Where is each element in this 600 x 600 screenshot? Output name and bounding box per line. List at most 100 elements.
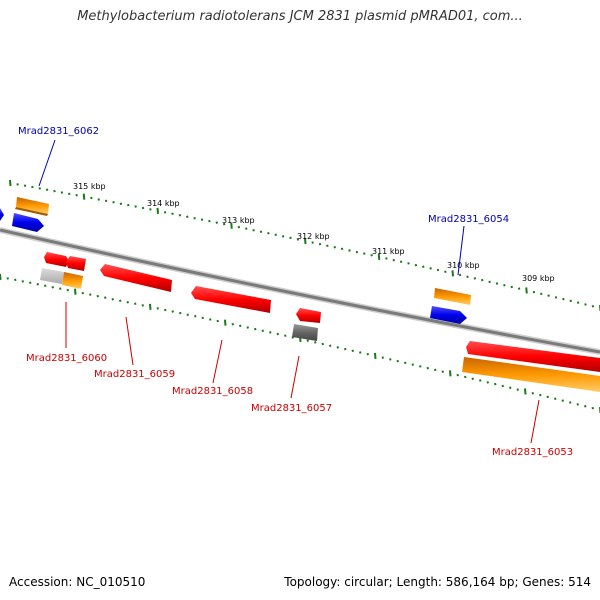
gene-blue-left-edge[interactable] bbox=[0, 208, 4, 221]
outer-tick bbox=[252, 228, 255, 232]
scale-label-315: 315 kbp bbox=[73, 182, 106, 191]
scale-label-314: 314 kbp bbox=[147, 199, 180, 208]
inner-tick bbox=[419, 365, 422, 368]
gene-red-6053[interactable] bbox=[466, 341, 600, 372]
outer-tick bbox=[245, 227, 248, 230]
outer-tick bbox=[569, 299, 572, 303]
inner-tick bbox=[321, 342, 324, 346]
outer-tick bbox=[311, 241, 314, 244]
outer-tick bbox=[540, 292, 543, 296]
page-title: Methylobacterium radiotolerans JCM 2831 … bbox=[77, 9, 523, 24]
outer-tick bbox=[517, 287, 521, 290]
outer-tick bbox=[45, 188, 49, 192]
outer-tick bbox=[591, 304, 595, 308]
inner-tick bbox=[531, 391, 534, 395]
inner-tick bbox=[149, 303, 152, 310]
inner-tick bbox=[501, 384, 504, 388]
gene-label-6057[interactable]: Mrad2831_6057 bbox=[251, 403, 332, 414]
gene-label-6053[interactable]: Mrad2831_6053 bbox=[492, 447, 573, 458]
inner-tick bbox=[561, 399, 564, 402]
inner-tick bbox=[104, 296, 107, 299]
gene-red-small-1[interactable] bbox=[44, 252, 69, 267]
gene-label-6054[interactable]: Mrad2831_6054 bbox=[428, 214, 509, 225]
inner-tick bbox=[216, 319, 219, 323]
leader-6053 bbox=[530, 399, 540, 444]
leader-6058 bbox=[212, 339, 223, 384]
outer-tick bbox=[141, 206, 145, 210]
outer-tick bbox=[451, 270, 454, 277]
inner-tick bbox=[29, 281, 32, 285]
inner-tick bbox=[591, 406, 594, 410]
inner-tick bbox=[186, 313, 189, 316]
inner-tick bbox=[464, 375, 467, 379]
inner-tick bbox=[351, 349, 354, 353]
inner-tick bbox=[0, 273, 2, 281]
outer-tick bbox=[318, 242, 322, 246]
scale-label-311: 311 kbp bbox=[372, 247, 405, 256]
gene-label-6058[interactable]: Mrad2831_6058 bbox=[172, 386, 253, 397]
outer-tick bbox=[193, 216, 196, 220]
gene-orange-6060[interactable] bbox=[62, 272, 83, 289]
inner-tick bbox=[374, 352, 377, 359]
outer-tick bbox=[186, 215, 189, 218]
outer-tick bbox=[259, 230, 263, 233]
inner-tick bbox=[276, 332, 279, 336]
outer-tick bbox=[97, 198, 100, 201]
gene-gray-6057[interactable] bbox=[292, 324, 318, 341]
inner-tick bbox=[584, 404, 587, 408]
outer-tick bbox=[90, 196, 93, 200]
inner-tick bbox=[254, 327, 257, 331]
inner-tick bbox=[14, 278, 17, 282]
inner-tick bbox=[314, 341, 317, 344]
gene-red-6059[interactable] bbox=[100, 264, 172, 292]
outer-tick bbox=[274, 233, 277, 237]
gene-label-6060[interactable]: Mrad2831_6060 bbox=[26, 353, 107, 364]
inner-tick bbox=[89, 293, 92, 296]
gene-label-6062[interactable]: Mrad2831_6062 bbox=[18, 126, 99, 137]
outer-tick bbox=[377, 253, 381, 260]
outer-tick bbox=[222, 222, 226, 226]
outer-tick bbox=[444, 270, 447, 273]
gene-label-6059[interactable]: Mrad2831_6059 bbox=[94, 369, 175, 380]
gene-blue-6062-arrow[interactable] bbox=[12, 213, 44, 232]
outer-tick bbox=[23, 184, 27, 187]
outer-tick bbox=[399, 260, 403, 264]
gene-blue-6054-arrow[interactable] bbox=[430, 306, 467, 324]
outer-tick bbox=[75, 194, 78, 197]
inner-tick bbox=[494, 382, 497, 386]
inner-tick bbox=[119, 299, 122, 302]
outer-tick bbox=[466, 275, 469, 278]
outer-tick bbox=[53, 189, 56, 193]
inner-tick bbox=[269, 331, 272, 334]
gene-red-6058[interactable] bbox=[191, 286, 271, 313]
outer-tick bbox=[503, 283, 506, 287]
gene-red-6057[interactable] bbox=[296, 308, 321, 323]
inner-tick bbox=[21, 280, 24, 283]
gene-orange-6054[interactable] bbox=[434, 288, 471, 305]
inner-tick bbox=[134, 302, 137, 306]
inner-tick bbox=[344, 347, 347, 351]
outer-tick bbox=[576, 301, 580, 304]
inner-tick bbox=[81, 291, 84, 295]
outer-tick bbox=[363, 252, 366, 255]
inner-tick bbox=[306, 339, 309, 342]
outer-tick bbox=[68, 192, 71, 196]
inner-tick bbox=[209, 318, 212, 321]
gene-red-small-2[interactable] bbox=[66, 256, 86, 271]
inner-tick bbox=[194, 315, 197, 318]
gene-orange-6062[interactable] bbox=[15, 197, 49, 216]
outer-tick bbox=[407, 262, 410, 265]
inner-tick bbox=[366, 352, 369, 356]
outer-tick bbox=[112, 201, 115, 204]
scale-label-310: 310 kbp bbox=[447, 261, 480, 270]
leader-6062 bbox=[38, 139, 56, 187]
outer-tick bbox=[510, 285, 513, 289]
outer-tick bbox=[127, 203, 130, 207]
gene-orange-6053[interactable] bbox=[462, 357, 600, 392]
inner-tick bbox=[404, 361, 407, 365]
outer-tick bbox=[237, 225, 241, 229]
outer-tick bbox=[230, 222, 233, 229]
inner-tick bbox=[201, 316, 204, 320]
gene-gray-6060[interactable] bbox=[40, 268, 64, 284]
